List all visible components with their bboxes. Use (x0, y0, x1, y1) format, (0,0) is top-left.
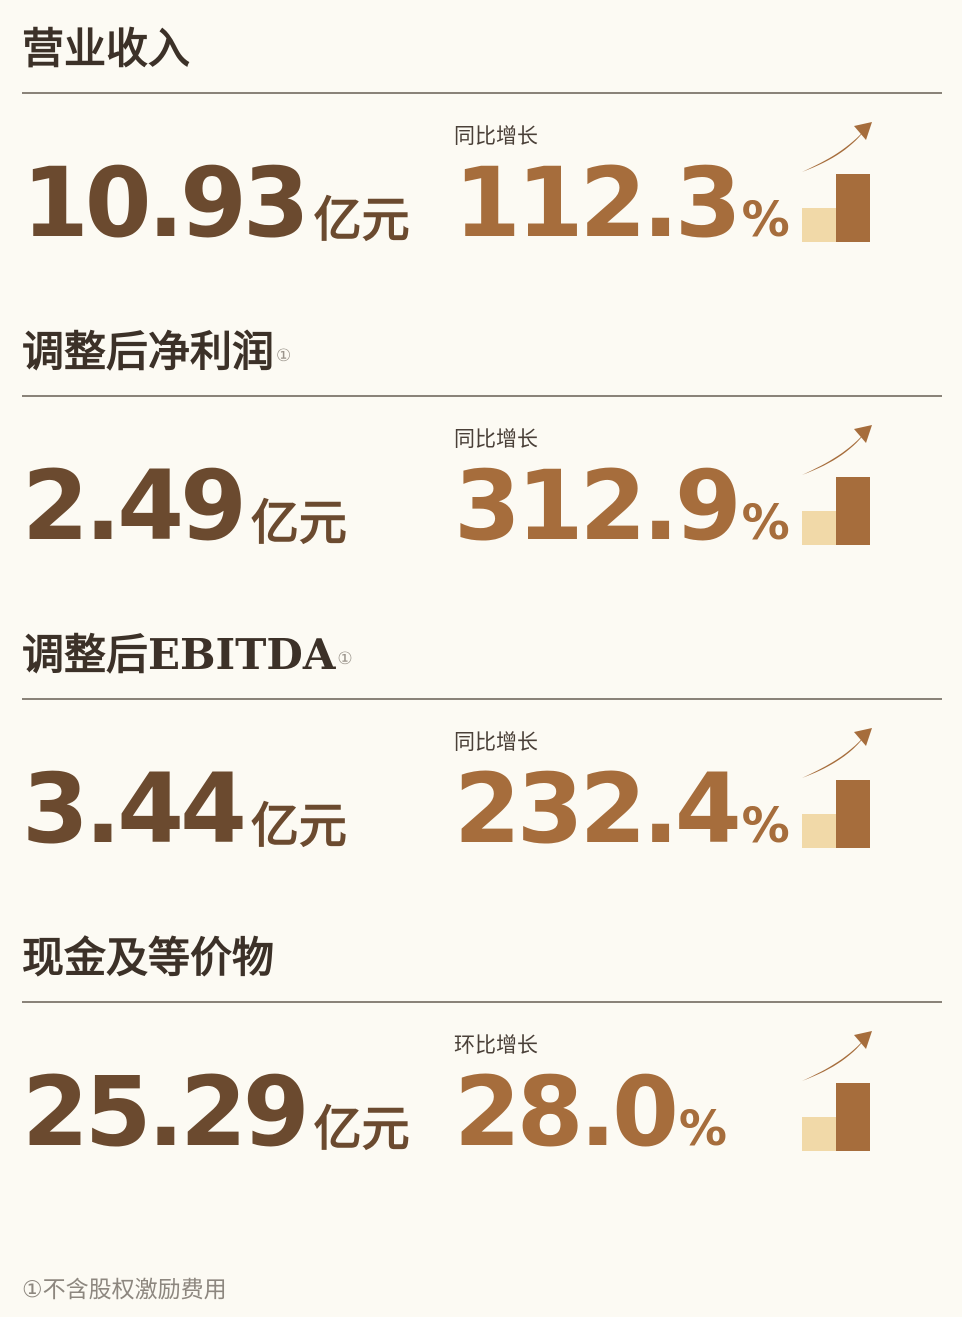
footnote-marker: ① (337, 649, 353, 669)
metric-title: 调整后净利润 ① (22, 327, 292, 376)
divider (22, 1001, 942, 1003)
metric-title: 调整后EBITDA ① (22, 630, 353, 679)
metric-value: 25.29 亿元 (22, 1056, 410, 1168)
metric-cash-equivalents: 现金及等价物 25.29 亿元 环比增长 28.0% (0, 909, 962, 1199)
growth-value: 28.0% (454, 1056, 727, 1168)
divider (22, 698, 942, 700)
metric-adjusted-ebitda: 调整后EBITDA ① 3.44 亿元 同比增长 232.4% (0, 606, 962, 896)
footnote: ①不含股权激励费用 (22, 1277, 227, 1303)
metric-adjusted-net-profit: 调整后净利润 ① 2.49 亿元 同比增长 312.9% (0, 303, 962, 593)
growth-bars-arrow-icon (798, 726, 878, 852)
growth-bars-arrow-icon (798, 120, 878, 246)
metric-title: 现金及等价物 (22, 933, 275, 982)
footnote-marker: ① (276, 346, 292, 366)
metric-value: 3.44 亿元 (22, 753, 347, 865)
metric-value: 2.49 亿元 (22, 450, 347, 562)
growth-bars-arrow-icon (798, 1029, 878, 1155)
growth-value: 232.4% (454, 753, 790, 865)
divider (22, 92, 942, 94)
metric-value: 10.93 亿元 (22, 147, 410, 259)
divider (22, 395, 942, 397)
growth-caption: 同比增长 (454, 730, 538, 754)
growth-value: 312.9% (454, 450, 790, 562)
growth-caption: 同比增长 (454, 124, 538, 148)
growth-bars-arrow-icon (798, 423, 878, 549)
growth-caption: 环比增长 (454, 1033, 538, 1057)
growth-value: 112.3% (454, 147, 790, 259)
metric-revenue: 营业收入 10.93 亿元 同比增长 112.3% (0, 0, 962, 290)
growth-caption: 同比增长 (454, 427, 538, 451)
metric-title: 营业收入 (22, 24, 191, 73)
